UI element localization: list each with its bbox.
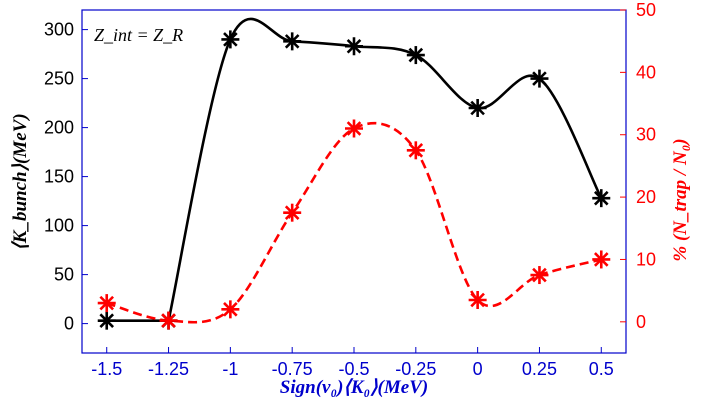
data-point-right [406, 141, 425, 160]
y-left-tick-label: 150 [44, 167, 74, 187]
y-right-tick-label: 50 [636, 0, 656, 20]
x-tick-label: 0.25 [522, 359, 557, 379]
y-left-tick-label: 50 [54, 265, 74, 285]
annotation-box: Z_int = Z_R [88, 18, 200, 50]
data-point-right [97, 294, 116, 313]
x-axis-label: Sign(v₀)⟨K₀⟩(MeV) [280, 377, 428, 398]
data-point-right [159, 311, 178, 330]
chart-annotation: Z_int = Z_R [94, 25, 183, 45]
data-point-right [530, 266, 549, 285]
x-tick-label: 0.5 [589, 359, 614, 379]
y-right-tick-label: 20 [636, 187, 656, 207]
x-tick-label: -1.5 [91, 359, 122, 379]
data-point-right [283, 203, 302, 222]
y-left-tick-label: 200 [44, 118, 74, 138]
y-right-tick-label: 40 [636, 62, 656, 82]
data-point-left [97, 311, 116, 330]
data-point-right [592, 250, 611, 269]
y-right-tick-label: 10 [636, 249, 656, 269]
axis-ticks: -1.5 -1.25 -1 -0.75 -0.5 -0.25 0 0.25 0.50501001… [44, 0, 656, 379]
x-tick-label: -0.5 [338, 359, 369, 379]
y-axis-label-right: % (N_trap / N₀) [670, 138, 691, 261]
plot-frame [81, 9, 627, 354]
y-left-tick-label: 100 [44, 216, 74, 236]
y-axis-label-left: ⟨K_bunch⟩(MeV) [10, 113, 31, 250]
x-tick-label: -1 [222, 359, 238, 379]
data-point-right [468, 290, 487, 309]
y-right-tick-label: 0 [636, 312, 646, 332]
y-left-tick-label: 0 [64, 314, 74, 334]
data-point-left [221, 30, 240, 49]
data-point-left [468, 99, 487, 117]
series-markers [97, 30, 611, 330]
data-point-left [592, 189, 611, 208]
data-point-right [221, 300, 240, 319]
x-tick-label: 0 [473, 359, 483, 379]
data-point-left [283, 32, 302, 51]
y-right-tick-label: 30 [636, 125, 656, 145]
data-point-right [345, 119, 363, 138]
x-tick-label: -0.75 [272, 359, 313, 379]
x-tick-label: -1.25 [148, 359, 189, 379]
series-line-right [106, 121, 602, 324]
y-left-tick-label: 300 [44, 20, 74, 40]
data-point-left [345, 37, 363, 56]
x-tick-label: -0.25 [395, 359, 436, 379]
y-left-tick-label: 250 [44, 69, 74, 89]
data-point-left [406, 46, 425, 65]
data-point-left [530, 69, 549, 88]
